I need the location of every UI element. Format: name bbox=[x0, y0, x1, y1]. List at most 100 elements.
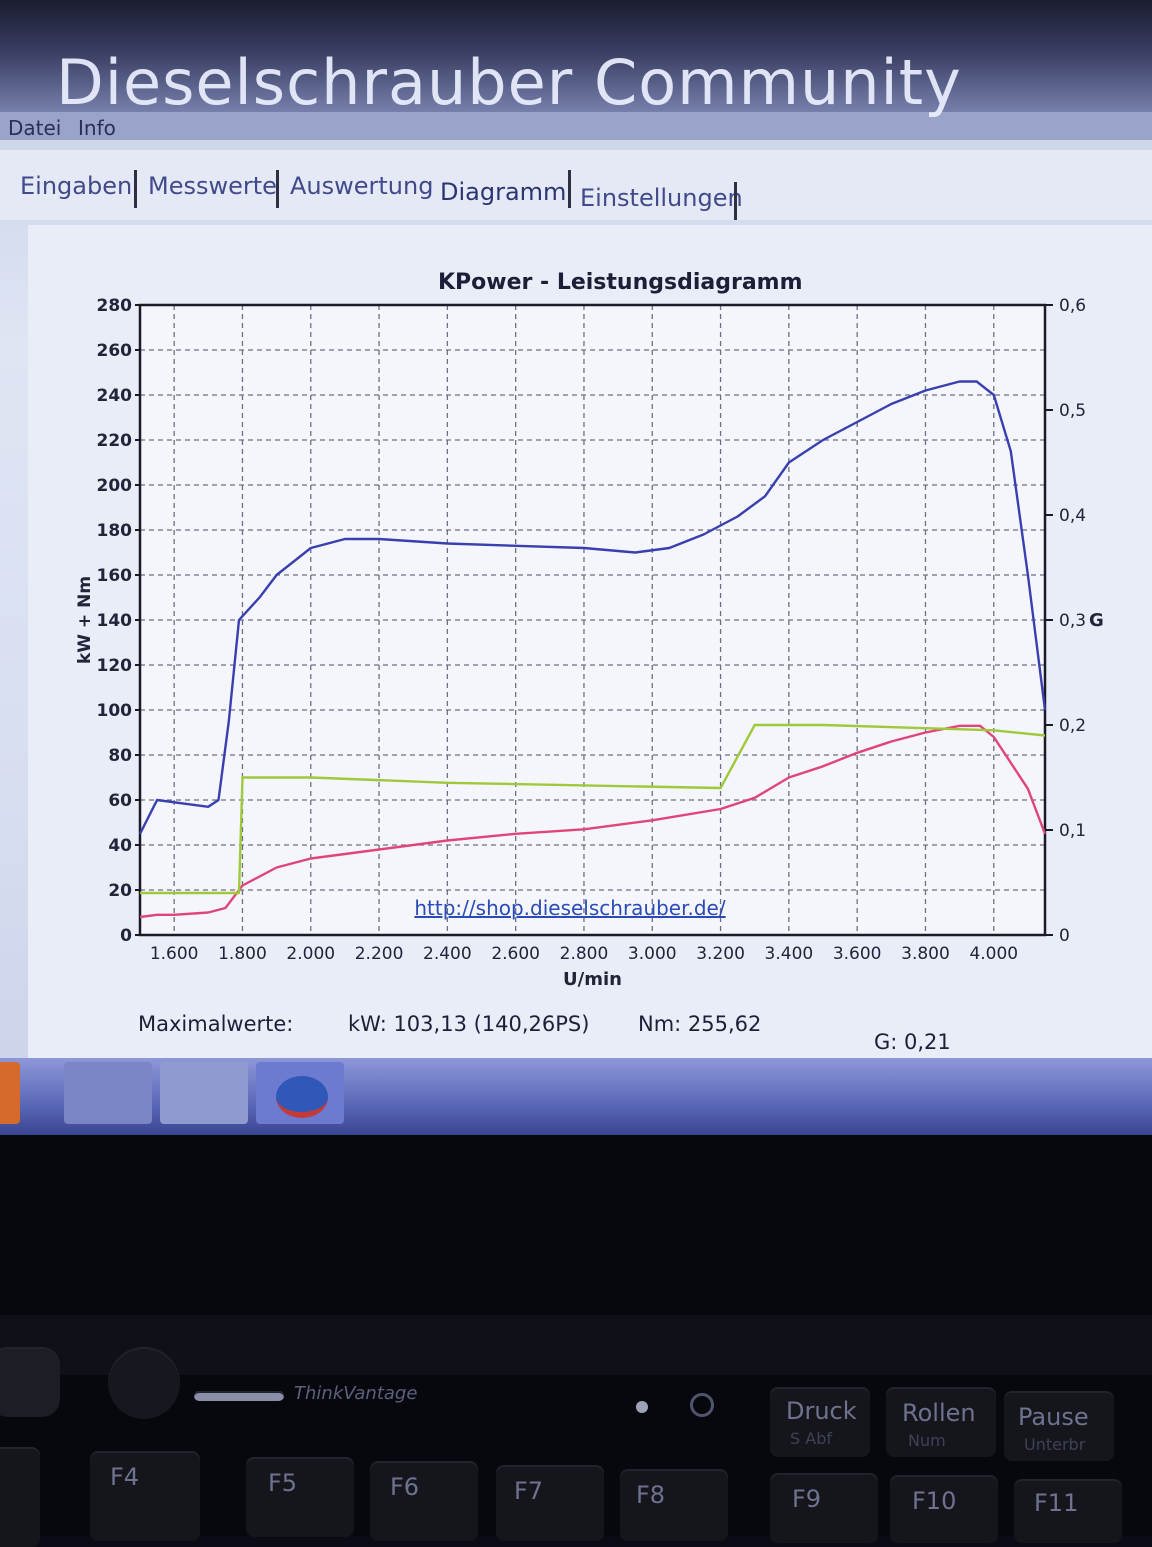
taskbar-window-explorer[interactable] bbox=[64, 1062, 152, 1124]
y-tick-label: 160 bbox=[97, 566, 133, 586]
x-tick-label: 2.000 bbox=[286, 944, 335, 964]
power-chart: 0 20 40 60 80 100 120 140 160 180 200 220 240 260 280 0… bbox=[75, 296, 1104, 990]
maxwerte-label: Maximalwerte: bbox=[138, 1012, 294, 1036]
max-g-value: G: 0,21 bbox=[874, 1030, 951, 1054]
y-tick-label: 260 bbox=[97, 341, 133, 361]
hinge-strip bbox=[0, 1315, 1152, 1375]
x-tick-label: 3.400 bbox=[765, 944, 814, 964]
y-tick-label: 280 bbox=[97, 296, 133, 316]
key-f5[interactable]: F5 bbox=[246, 1457, 354, 1537]
y2-tick-label: 0,3 bbox=[1059, 611, 1086, 631]
start-button[interactable] bbox=[0, 1062, 20, 1124]
y2-tick-label: 0 bbox=[1059, 926, 1070, 946]
taskbar-window-kpower[interactable] bbox=[256, 1062, 344, 1124]
tab-divider bbox=[734, 182, 737, 220]
tab-bar: Eingaben Messwerte Auswertung Diagramm E… bbox=[0, 150, 1152, 220]
key-label: F7 bbox=[514, 1477, 544, 1505]
key-label: F4 bbox=[110, 1463, 140, 1491]
y-tick-label: 200 bbox=[97, 476, 133, 496]
x-tick-label: 3.200 bbox=[696, 944, 745, 964]
key-f7[interactable]: F7 bbox=[496, 1465, 604, 1541]
key-f6[interactable]: F6 bbox=[370, 1461, 478, 1541]
x-tick-label: 2.400 bbox=[423, 944, 472, 964]
watermark-text: Dieselschrauber Community bbox=[56, 46, 962, 119]
tab-diagramm[interactable]: Diagramm bbox=[440, 178, 567, 206]
key-f3[interactable] bbox=[0, 1447, 40, 1547]
power-icon[interactable] bbox=[690, 1393, 714, 1417]
x-tick-label: 3.600 bbox=[833, 944, 882, 964]
volume-down-button[interactable] bbox=[0, 1347, 60, 1417]
key-label: F9 bbox=[792, 1485, 822, 1513]
key-label: Pause bbox=[1018, 1403, 1089, 1431]
kpower-app-icon bbox=[276, 1076, 328, 1118]
thinkvantage-button[interactable] bbox=[194, 1391, 284, 1401]
y-tick-label: 220 bbox=[97, 431, 133, 451]
power-series-line bbox=[139, 724, 1047, 919]
y2-axis-label: G bbox=[1089, 610, 1104, 631]
brand-label: ThinkVantage bbox=[294, 1383, 418, 1404]
laptop-keyboard: ThinkVantage Druck S Abf Rollen Num Paus… bbox=[0, 1135, 1152, 1547]
x-tick-label: 4.000 bbox=[969, 944, 1018, 964]
chart-title: KPower - Leistungsdiagramm bbox=[438, 270, 803, 295]
y-tick-label: 240 bbox=[97, 386, 133, 406]
x-tick-label: 1.800 bbox=[218, 944, 267, 964]
laptop-screen: Datei Info Dieselschrauber Community Ein… bbox=[0, 0, 1152, 1135]
y-axis-label: kW + Nm bbox=[75, 576, 95, 664]
y2-tick-label: 0,5 bbox=[1059, 401, 1086, 421]
shop-link[interactable]: http://shop.dieselschrauber.de/ bbox=[414, 896, 725, 920]
key-druck[interactable]: Druck S Abf bbox=[770, 1387, 870, 1457]
y-tick-label: 100 bbox=[97, 701, 133, 721]
x-tick-label: 3.000 bbox=[628, 944, 677, 964]
tab-auswertung[interactable]: Auswertung bbox=[290, 172, 434, 200]
key-label: F11 bbox=[1034, 1489, 1079, 1517]
y2-tick-label: 0,6 bbox=[1059, 296, 1086, 316]
tab-divider bbox=[276, 170, 279, 208]
tab-divider bbox=[568, 170, 571, 208]
g-series-line bbox=[140, 723, 1046, 895]
y-tick-label: 0 bbox=[120, 926, 132, 946]
key-pause[interactable]: Pause Unterbr bbox=[1004, 1391, 1114, 1461]
key-f10[interactable]: F10 bbox=[890, 1475, 998, 1543]
menu-item-info[interactable]: Info bbox=[78, 116, 116, 140]
key-sublabel: Num bbox=[908, 1431, 946, 1450]
y2-tick-label: 0,1 bbox=[1059, 821, 1086, 841]
max-kw-value: kW: 103,13 (140,26PS) bbox=[348, 1012, 590, 1036]
key-label: Rollen bbox=[902, 1399, 976, 1427]
key-sublabel: Unterbr bbox=[1024, 1435, 1086, 1454]
key-f8[interactable]: F8 bbox=[620, 1469, 728, 1541]
y-tick-label: 80 bbox=[108, 746, 132, 766]
key-rollen[interactable]: Rollen Num bbox=[886, 1387, 996, 1457]
key-sublabel: S Abf bbox=[790, 1429, 832, 1448]
power-led-icon bbox=[636, 1401, 648, 1413]
x-tick-label: 1.600 bbox=[150, 944, 199, 964]
key-label: Druck bbox=[786, 1397, 857, 1425]
menu-item-file[interactable]: Datei bbox=[8, 116, 62, 140]
x-tick-label: 2.600 bbox=[491, 944, 540, 964]
key-label: F8 bbox=[636, 1481, 666, 1509]
key-label: F10 bbox=[912, 1487, 957, 1515]
tab-divider bbox=[134, 170, 137, 208]
window-titlebar bbox=[0, 0, 1152, 118]
y2-tick-label: 0,2 bbox=[1059, 716, 1086, 736]
taskbar-window-app[interactable] bbox=[160, 1062, 248, 1124]
key-f11[interactable]: F11 bbox=[1014, 1479, 1122, 1543]
y-tick-label: 20 bbox=[108, 881, 132, 901]
y-tick-label: 180 bbox=[97, 521, 133, 541]
tab-einstellungen[interactable]: Einstellungen bbox=[580, 184, 743, 212]
max-nm-value: Nm: 255,62 bbox=[638, 1012, 762, 1036]
y-tick-label: 120 bbox=[97, 656, 133, 676]
key-label: F5 bbox=[268, 1469, 298, 1497]
torque-series-line bbox=[138, 380, 1047, 835]
tab-messwerte[interactable]: Messwerte bbox=[148, 172, 277, 200]
mute-button[interactable] bbox=[108, 1347, 180, 1419]
taskbar bbox=[0, 1058, 1152, 1135]
menu-bar: Datei Info bbox=[0, 112, 1152, 140]
key-f9[interactable]: F9 bbox=[770, 1473, 878, 1543]
key-label: F6 bbox=[390, 1473, 420, 1501]
y-tick-label: 60 bbox=[108, 791, 132, 811]
x-tick-label: 2.200 bbox=[355, 944, 404, 964]
y-tick-label: 140 bbox=[97, 611, 133, 631]
key-f4[interactable]: F4 bbox=[90, 1451, 200, 1541]
x-tick-label: 3.800 bbox=[901, 944, 950, 964]
tab-eingaben[interactable]: Eingaben bbox=[20, 172, 133, 200]
